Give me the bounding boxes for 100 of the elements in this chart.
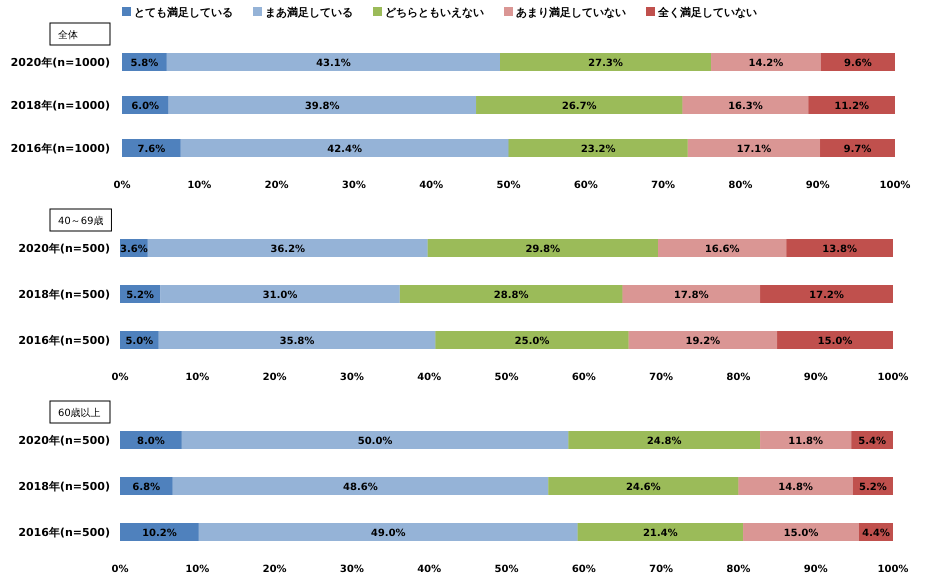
x-tick-label: 50% bbox=[496, 180, 520, 191]
data-label: 6.8% bbox=[132, 482, 160, 493]
data-label: 5.4% bbox=[858, 436, 886, 447]
x-tick-label: 90% bbox=[804, 372, 828, 383]
x-tick-label: 60% bbox=[574, 180, 598, 191]
bar bbox=[578, 523, 744, 541]
bar bbox=[820, 53, 895, 71]
data-label: 10.2% bbox=[142, 528, 177, 539]
x-tick-label: 90% bbox=[806, 180, 830, 191]
bar bbox=[808, 96, 895, 114]
data-label: 35.8% bbox=[280, 336, 314, 347]
bar bbox=[182, 431, 568, 449]
y-tick-label: 2018年(n=500) bbox=[18, 288, 110, 301]
bar bbox=[435, 331, 629, 349]
bar bbox=[743, 523, 859, 541]
y-tick-label: 2018年(n=500) bbox=[18, 480, 110, 493]
y-tick-label: 2020年(n=500) bbox=[18, 434, 110, 447]
bar bbox=[658, 239, 786, 257]
bar bbox=[711, 53, 821, 71]
bar bbox=[172, 477, 548, 495]
data-label: 48.6% bbox=[343, 482, 378, 493]
bar bbox=[786, 239, 893, 257]
data-label: 23.2% bbox=[580, 144, 616, 155]
x-tick-label: 20% bbox=[264, 180, 289, 191]
data-label: 28.8% bbox=[494, 290, 528, 301]
legend-label: 全く満足していない bbox=[657, 6, 757, 19]
data-label: 17.2% bbox=[809, 290, 844, 301]
bar bbox=[120, 523, 199, 541]
data-label: 31.0% bbox=[262, 290, 298, 301]
x-tick-label: 40% bbox=[417, 564, 442, 575]
x-tick-label: 0% bbox=[114, 180, 130, 191]
data-label: 4.4% bbox=[862, 528, 890, 539]
data-label: 42.4% bbox=[327, 144, 362, 155]
x-tick-label: 40% bbox=[417, 372, 442, 383]
x-tick-label: 0% bbox=[112, 564, 128, 575]
data-label: 5.2% bbox=[859, 482, 887, 493]
data-label: 6.0% bbox=[131, 101, 160, 112]
data-label: 24.8% bbox=[646, 436, 682, 447]
x-tick-label: 100% bbox=[880, 180, 910, 191]
bar bbox=[568, 431, 760, 449]
y-tick-label: 2020年(n=1000) bbox=[10, 56, 110, 69]
data-label: 36.2% bbox=[270, 244, 306, 255]
legend-label: とても満足している bbox=[134, 6, 233, 19]
x-tick-label: 10% bbox=[185, 372, 210, 383]
data-label: 14.2% bbox=[748, 58, 784, 69]
data-label: 14.8% bbox=[778, 482, 813, 493]
bar bbox=[158, 331, 436, 349]
data-label: 25.0% bbox=[514, 336, 550, 347]
x-tick-label: 60% bbox=[572, 564, 596, 575]
x-tick-label: 60% bbox=[572, 372, 596, 383]
y-tick-label: 2016年(n=1000) bbox=[10, 142, 110, 155]
data-label: 24.6% bbox=[626, 482, 661, 493]
chart-title: 40～69歳 bbox=[58, 215, 104, 227]
bar bbox=[428, 239, 658, 257]
x-tick-label: 70% bbox=[651, 180, 676, 191]
data-label: 19.2% bbox=[685, 336, 720, 347]
data-label: 16.3% bbox=[728, 101, 763, 112]
bar bbox=[688, 139, 820, 157]
data-label: 17.1% bbox=[736, 144, 772, 155]
bar bbox=[548, 477, 738, 495]
bar bbox=[777, 331, 893, 349]
bar bbox=[760, 285, 893, 303]
data-label: 21.4% bbox=[642, 528, 678, 539]
data-label: 8.0% bbox=[137, 436, 165, 447]
x-tick-label: 20% bbox=[262, 564, 287, 575]
bar bbox=[682, 96, 808, 114]
bar bbox=[500, 53, 712, 71]
bar bbox=[160, 285, 400, 303]
bar bbox=[508, 139, 688, 157]
chart-title: 全体 bbox=[58, 29, 78, 41]
data-label: 5.0% bbox=[125, 336, 154, 347]
data-label: 16.6% bbox=[704, 244, 740, 255]
x-tick-label: 40% bbox=[419, 180, 444, 191]
x-tick-label: 90% bbox=[804, 564, 828, 575]
y-tick-label: 2016年(n=500) bbox=[18, 334, 110, 347]
x-tick-label: 50% bbox=[494, 564, 518, 575]
y-tick-label: 2018年(n=1000) bbox=[10, 99, 110, 112]
data-label: 49.0% bbox=[370, 528, 406, 539]
data-label: 11.8% bbox=[788, 436, 824, 447]
x-tick-label: 80% bbox=[728, 180, 752, 191]
data-label: 27.3% bbox=[588, 58, 623, 69]
bar bbox=[166, 53, 500, 71]
bar bbox=[760, 431, 852, 449]
bar bbox=[628, 331, 778, 349]
data-label: 9.7% bbox=[844, 144, 872, 155]
bar bbox=[148, 239, 428, 257]
x-tick-label: 0% bbox=[112, 372, 128, 383]
data-label: 15.0% bbox=[784, 528, 818, 539]
data-label: 11.2% bbox=[834, 101, 870, 112]
y-tick-label: 2016年(n=500) bbox=[18, 526, 110, 539]
data-label: 26.7% bbox=[562, 101, 597, 112]
bar bbox=[198, 523, 578, 541]
data-label: 5.8% bbox=[130, 58, 158, 69]
data-label: 13.8% bbox=[822, 244, 858, 255]
x-tick-label: 100% bbox=[878, 372, 908, 383]
data-label: 50.0% bbox=[358, 436, 392, 447]
data-label: 29.8% bbox=[525, 244, 560, 255]
legend-label: あまり満足していない bbox=[516, 6, 626, 19]
x-tick-label: 80% bbox=[726, 372, 750, 383]
bar bbox=[820, 139, 895, 157]
